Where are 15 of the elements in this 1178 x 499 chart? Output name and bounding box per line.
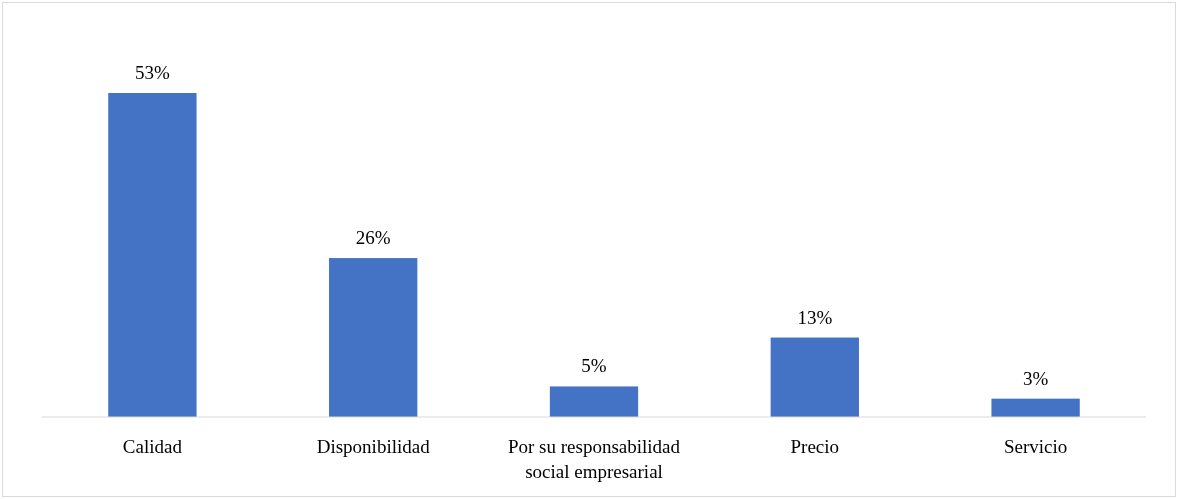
data-label: 3% — [1022, 367, 1049, 389]
x-tick-label: Por su responsabilidad social empresarial — [507, 436, 681, 482]
bar — [329, 258, 418, 417]
bar — [991, 398, 1080, 417]
bar — [549, 386, 639, 417]
x-tick-label: Precio — [790, 436, 840, 457]
data-label: 13% — [797, 306, 833, 328]
data-label: 5% — [581, 355, 607, 377]
x-tick-label: Servicio — [1003, 436, 1068, 457]
bar — [108, 93, 197, 417]
data-label: 26% — [355, 227, 391, 249]
data-label: 53% — [134, 62, 170, 83]
x-tick-label: Calidad — [122, 436, 183, 457]
x-tick-label: Disponibilidad — [316, 436, 431, 457]
bar — [770, 337, 859, 417]
